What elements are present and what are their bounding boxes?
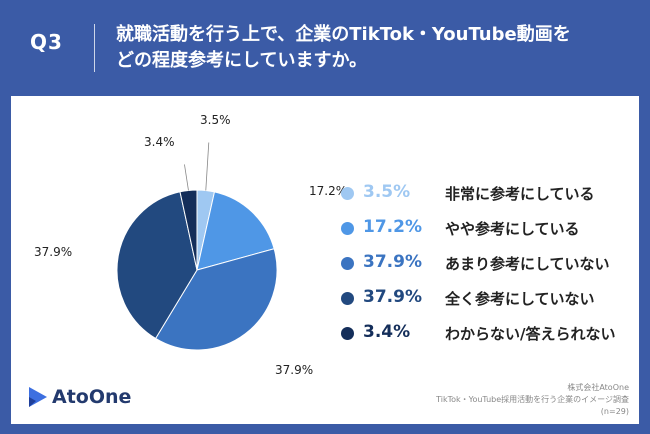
pie-slice-2 [196,191,275,271]
legend-swatch-5 [341,327,354,340]
legend-label-1: 非常に参考にしている [445,185,595,203]
legend-item-3: 37.9% あまり参考にしていない [341,252,631,287]
header-divider [94,24,95,72]
question-number: Q3 [30,30,63,54]
source-line3: (n=29) [600,407,629,416]
source-line2: TikTok・YouTube採用活動を行う企業のイメージ調査 [436,395,629,404]
legend-item-2: 17.2% やや参考にしている [341,217,631,252]
logo-text: AtoOne [52,386,132,408]
leader-line-5 [184,164,189,191]
source-line1: 株式会社AtoOne [567,383,629,392]
pie-slice-4 [116,191,198,340]
pie-value-label-3: 37.9% [275,363,314,377]
legend-item-4: 37.9% 全く参考にしていない [341,287,631,322]
chart-card: 3.5% 17.2% 37.9% 37.9% 3.4% 3.5% 非常に参考にしている 17… [11,96,639,424]
legend-value-2: 17.2% [363,217,422,237]
pie-value-label-2: 17.2% [309,184,348,198]
legend-swatch-1 [341,187,354,200]
question-title: 就職活動を行う上で、企業のTikTok・YouTube動画を どの程度参考にして… [116,22,636,74]
legend-value-4: 37.9% [363,287,422,307]
pie-chart [116,142,278,351]
question-title-line2: どの程度参考にしていますか。 [116,50,368,71]
pie-value-label-4: 37.9% [34,245,73,259]
question-title-line1: 就職活動を行う上で、企業のTikTok・YouTube動画を [116,24,571,45]
logo-mark-icon [29,387,47,407]
legend-item-5: 3.4% わからない/答えられない [341,322,631,357]
source-note: 株式会社AtoOne TikTok・YouTube採用活動を行う企業のイメージ調… [436,382,629,418]
legend-label-2: やや参考にしている [445,220,580,238]
pie-value-label-5: 3.4% [144,135,175,149]
pie-slice-5 [179,189,198,271]
legend-item-1: 3.5% 非常に参考にしている [341,182,631,217]
pie-slice-3 [154,248,278,351]
legend-label-5: わからない/答えられない [445,325,616,343]
legend: 3.5% 非常に参考にしている 17.2% やや参考にしている 37.9% あまり参考にし… [341,182,631,357]
legend-swatch-4 [341,292,354,305]
legend-value-3: 37.9% [363,252,422,272]
header: Q3 就職活動を行う上で、企業のTikTok・YouTube動画を どの程度参考… [0,0,650,96]
legend-value-5: 3.4% [363,322,411,342]
legend-label-4: 全く参考にしていない [445,290,595,308]
legend-swatch-2 [341,222,354,235]
atoone-logo: AtoOne [27,385,131,413]
legend-label-3: あまり参考にしていない [445,255,610,273]
leader-line-1 [205,142,210,191]
legend-swatch-3 [341,257,354,270]
pie-value-label-1: 3.5% [200,113,231,127]
legend-value-1: 3.5% [363,182,411,202]
